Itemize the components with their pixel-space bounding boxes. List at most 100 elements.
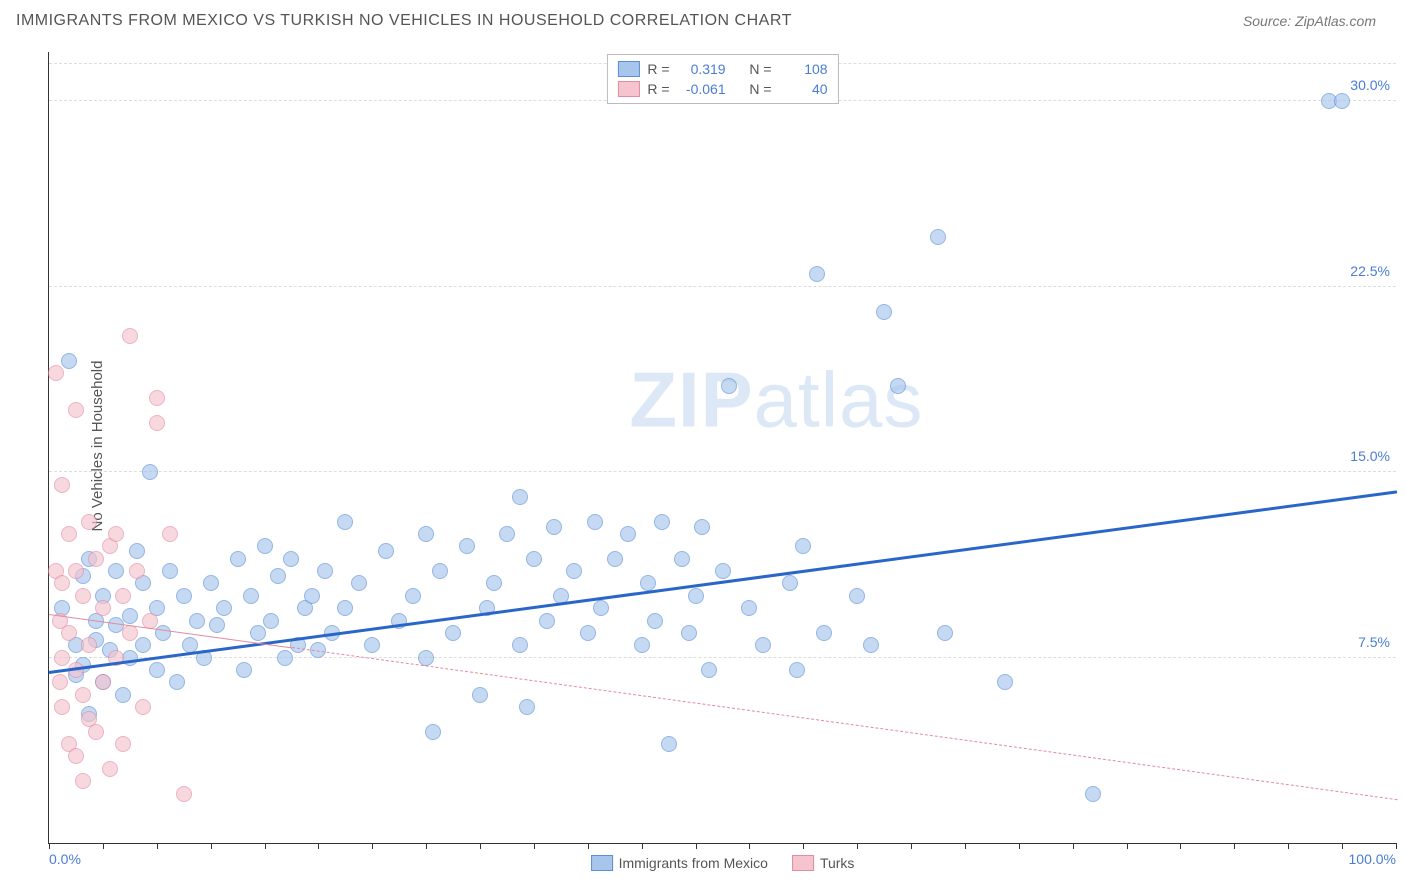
gridline bbox=[49, 657, 1396, 658]
data-point-mexico bbox=[236, 662, 252, 678]
data-point-mexico bbox=[176, 588, 192, 604]
x-tick-mark bbox=[372, 843, 373, 849]
data-point-turks bbox=[81, 514, 97, 530]
series-legend: Immigrants from Mexico Turks bbox=[591, 855, 855, 871]
data-point-mexico bbox=[432, 563, 448, 579]
data-point-turks bbox=[122, 328, 138, 344]
data-point-mexico bbox=[539, 613, 555, 629]
legend-swatch bbox=[591, 855, 613, 871]
x-tick-mark bbox=[211, 843, 212, 849]
data-point-mexico bbox=[694, 519, 710, 535]
x-tick-mark bbox=[426, 843, 427, 849]
data-point-turks bbox=[68, 563, 84, 579]
data-point-mexico bbox=[512, 489, 528, 505]
data-point-turks bbox=[75, 687, 91, 703]
x-tick-mark bbox=[1342, 843, 1343, 849]
data-point-mexico bbox=[566, 563, 582, 579]
x-tick-mark bbox=[265, 843, 266, 849]
data-point-mexico bbox=[203, 575, 219, 591]
data-point-mexico bbox=[741, 600, 757, 616]
data-point-mexico bbox=[526, 551, 542, 567]
data-point-mexico bbox=[1085, 786, 1101, 802]
x-tick-mark bbox=[157, 843, 158, 849]
legend-item-mexico: Immigrants from Mexico bbox=[591, 855, 768, 871]
scatter-chart: ZIPatlas 7.5%15.0%22.5%30.0%0.0%100.0%R … bbox=[48, 52, 1396, 844]
data-point-turks bbox=[54, 477, 70, 493]
x-tick-mark bbox=[1019, 843, 1020, 849]
gridline bbox=[49, 286, 1396, 287]
x-tick-label: 100.0% bbox=[1349, 851, 1396, 867]
x-tick-mark bbox=[1127, 843, 1128, 849]
data-point-mexico bbox=[519, 699, 535, 715]
data-point-mexico bbox=[795, 538, 811, 554]
x-tick-mark bbox=[318, 843, 319, 849]
legend-label: Turks bbox=[820, 855, 854, 871]
watermark: ZIPatlas bbox=[629, 355, 923, 446]
data-point-mexico bbox=[364, 637, 380, 653]
data-point-mexico bbox=[1334, 93, 1350, 109]
legend-N-label: N = bbox=[749, 61, 771, 77]
data-point-mexico bbox=[546, 519, 562, 535]
data-point-mexico bbox=[472, 687, 488, 703]
data-point-mexico bbox=[674, 551, 690, 567]
data-point-mexico bbox=[580, 625, 596, 641]
x-tick-mark bbox=[803, 843, 804, 849]
x-tick-mark bbox=[103, 843, 104, 849]
data-point-mexico bbox=[250, 625, 266, 641]
legend-row-turks: R =-0.061 N =40 bbox=[617, 79, 827, 99]
data-point-mexico bbox=[809, 266, 825, 282]
data-point-turks bbox=[61, 526, 77, 542]
data-point-mexico bbox=[593, 600, 609, 616]
data-point-mexico bbox=[142, 464, 158, 480]
x-tick-mark bbox=[480, 843, 481, 849]
data-point-turks bbox=[48, 365, 64, 381]
y-tick-label: 30.0% bbox=[1350, 77, 1390, 93]
data-point-mexico bbox=[997, 674, 1013, 690]
legend-label: Immigrants from Mexico bbox=[619, 855, 768, 871]
x-tick-mark bbox=[749, 843, 750, 849]
data-point-mexico bbox=[169, 674, 185, 690]
legend-N-value: 40 bbox=[780, 81, 828, 97]
x-tick-mark bbox=[1288, 843, 1289, 849]
data-point-turks bbox=[108, 526, 124, 542]
data-point-mexico bbox=[122, 608, 138, 624]
data-point-mexico bbox=[216, 600, 232, 616]
data-point-mexico bbox=[108, 563, 124, 579]
legend-swatch bbox=[617, 61, 639, 77]
data-point-mexico bbox=[445, 625, 461, 641]
data-point-mexico bbox=[304, 588, 320, 604]
legend-R-label: R = bbox=[647, 81, 669, 97]
data-point-mexico bbox=[283, 551, 299, 567]
trendline bbox=[49, 490, 1397, 674]
data-point-mexico bbox=[512, 637, 528, 653]
x-tick-mark bbox=[911, 843, 912, 849]
data-point-mexico bbox=[701, 662, 717, 678]
data-point-mexico bbox=[782, 575, 798, 591]
data-point-mexico bbox=[189, 613, 205, 629]
x-tick-mark bbox=[1234, 843, 1235, 849]
data-point-turks bbox=[95, 674, 111, 690]
data-point-turks bbox=[54, 575, 70, 591]
data-point-turks bbox=[68, 402, 84, 418]
data-point-mexico bbox=[486, 575, 502, 591]
data-point-mexico bbox=[876, 304, 892, 320]
data-point-mexico bbox=[930, 229, 946, 245]
data-point-mexico bbox=[890, 378, 906, 394]
y-tick-label: 22.5% bbox=[1350, 263, 1390, 279]
data-point-mexico bbox=[115, 687, 131, 703]
legend-swatch bbox=[617, 81, 639, 97]
x-tick-mark bbox=[1396, 843, 1397, 849]
x-tick-mark bbox=[642, 843, 643, 849]
data-point-mexico bbox=[351, 575, 367, 591]
data-point-turks bbox=[75, 588, 91, 604]
legend-swatch bbox=[792, 855, 814, 871]
data-point-mexico bbox=[688, 588, 704, 604]
data-point-mexico bbox=[721, 378, 737, 394]
data-point-mexico bbox=[337, 514, 353, 530]
data-point-mexico bbox=[425, 724, 441, 740]
data-point-turks bbox=[88, 551, 104, 567]
data-point-mexico bbox=[61, 353, 77, 369]
x-tick-mark bbox=[1180, 843, 1181, 849]
legend-N-label: N = bbox=[749, 81, 771, 97]
data-point-mexico bbox=[155, 625, 171, 641]
